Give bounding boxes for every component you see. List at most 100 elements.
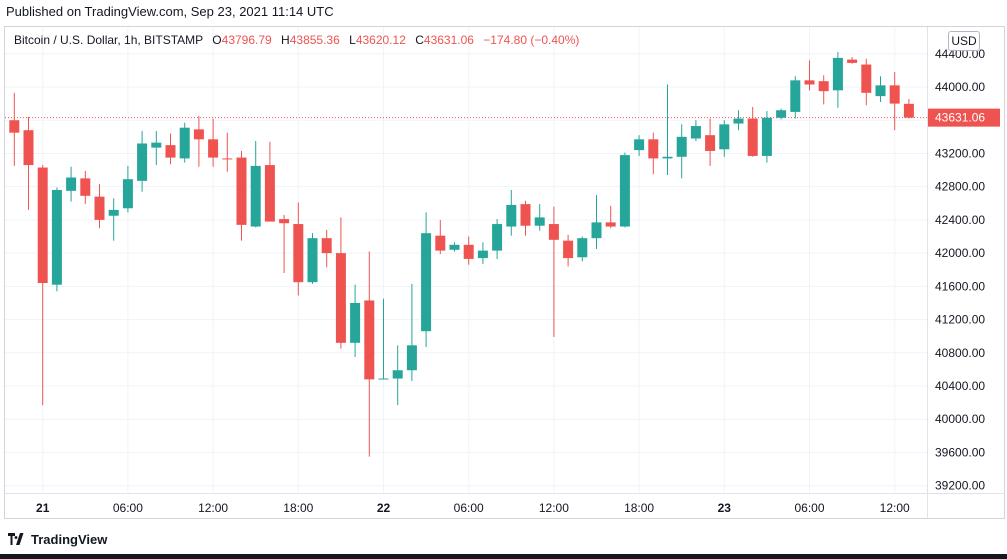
symbol-legend: Bitcoin / U.S. Dollar, 1h, BITSTAMP O437… <box>14 33 579 47</box>
candle-body[interactable] <box>392 370 403 379</box>
brand-name[interactable]: TradingView <box>31 531 108 547</box>
candle-body[interactable] <box>122 179 133 209</box>
candlestick-chart[interactable]: 39200.00 39600.00 40000.00 40400.00 40800.00… <box>0 0 1007 524</box>
candle-body[interactable] <box>193 129 204 140</box>
candle-body[interactable] <box>449 244 460 250</box>
y-tick-label: 42400.00 <box>935 213 985 227</box>
low-value: 43620.12 <box>355 33 406 47</box>
x-tick-label: 12:00 <box>198 501 228 515</box>
currency-button[interactable]: USD <box>948 31 980 51</box>
y-tick-label: 40400.00 <box>935 379 985 393</box>
open-value: 43796.79 <box>221 33 272 47</box>
y-tick-label: 40800.00 <box>935 346 985 360</box>
candle-body[interactable] <box>406 345 417 371</box>
candle-body[interactable] <box>889 85 900 104</box>
symbol-name: Bitcoin / U.S. Dollar, 1h, BITSTAMP <box>14 33 203 47</box>
candle-body[interactable] <box>832 57 843 91</box>
candle-body[interactable] <box>847 59 858 63</box>
candle-body[interactable] <box>208 139 219 158</box>
candle-body[interactable] <box>435 235 446 251</box>
candle-body[interactable] <box>279 219 290 224</box>
close-key: C <box>415 33 424 47</box>
last-price-badge <box>928 108 1000 127</box>
candle-body[interactable] <box>506 204 517 227</box>
candle-body[interactable] <box>875 85 886 97</box>
y-tick-label: 39600.00 <box>935 445 985 459</box>
candle-body[interactable] <box>563 240 574 259</box>
candle-body[interactable] <box>307 238 318 283</box>
candle-body[interactable] <box>151 142 162 148</box>
y-tick-label: 41200.00 <box>935 313 985 327</box>
candle-body[interactable] <box>577 238 588 258</box>
x-tick-label: 18:00 <box>283 501 313 515</box>
y-tick-label: 42800.00 <box>935 180 985 194</box>
candle-body[interactable] <box>619 155 630 227</box>
last-price-label: 43631.06 <box>935 111 985 125</box>
candle-body[interactable] <box>761 117 772 156</box>
candle-body[interactable] <box>37 167 48 284</box>
candle-body[interactable] <box>350 302 361 343</box>
candle-body[interactable] <box>534 217 545 226</box>
candle-body[interactable] <box>747 118 758 156</box>
open-key: O <box>212 33 222 47</box>
candle-body[interactable] <box>804 80 815 85</box>
candle-body[interactable] <box>137 143 148 181</box>
candle-body[interactable] <box>364 300 375 380</box>
candle-body[interactable] <box>23 130 34 166</box>
x-tick-label: 06:00 <box>454 501 484 515</box>
x-tick-label: 06:00 <box>113 501 143 515</box>
candle-body[interactable] <box>634 139 645 151</box>
candle-body[interactable] <box>463 244 474 259</box>
x-tick-label: 22 <box>377 501 391 515</box>
candle-body[interactable] <box>733 118 744 124</box>
candle-body[interactable] <box>264 165 275 222</box>
candle-body[interactable] <box>9 120 20 133</box>
candle-body[interactable] <box>591 222 602 239</box>
candle-body[interactable] <box>648 139 659 159</box>
candle-body[interactable] <box>108 209 119 216</box>
high-key: H <box>281 33 290 47</box>
x-tick-label: 06:00 <box>794 501 824 515</box>
candle-body[interactable] <box>861 64 872 93</box>
candle-body[interactable] <box>250 165 261 227</box>
y-tick-label: 44000.00 <box>935 80 985 94</box>
candle-body[interactable] <box>676 136 687 157</box>
candle-body[interactable] <box>605 222 616 227</box>
bottom-strip <box>0 554 1007 559</box>
x-tick-label: 18:00 <box>624 501 654 515</box>
candle-body[interactable] <box>51 189 62 285</box>
change-value: −174.80 (−0.40%) <box>483 33 580 47</box>
candle-body[interactable] <box>335 253 346 343</box>
high-value: 43855.36 <box>289 33 340 47</box>
close-value: 43631.06 <box>423 33 474 47</box>
tradingview-logo-icon[interactable] <box>8 533 26 545</box>
candle-body[interactable] <box>818 81 829 92</box>
y-tick-label: 40000.00 <box>935 412 985 426</box>
candle-body[interactable] <box>321 238 332 254</box>
y-tick-label: 41600.00 <box>935 279 985 293</box>
candle-body[interactable] <box>790 80 801 112</box>
candle-body[interactable] <box>662 156 673 159</box>
candle-body[interactable] <box>477 250 488 259</box>
candle-body[interactable] <box>293 224 304 283</box>
candle-body[interactable] <box>236 157 247 225</box>
candle-body[interactable] <box>179 127 190 159</box>
candle-body[interactable] <box>520 204 531 226</box>
candle-body[interactable] <box>165 145 176 158</box>
candle-body[interactable] <box>548 224 559 240</box>
candle-body[interactable] <box>492 224 503 251</box>
candle-body[interactable] <box>903 103 914 118</box>
candle-body[interactable] <box>690 126 701 139</box>
chart-frame <box>4 26 1005 519</box>
candle-body[interactable] <box>222 158 233 160</box>
candle-body[interactable] <box>94 196 105 220</box>
candle-body[interactable] <box>719 124 730 150</box>
candle-body[interactable] <box>776 110 787 118</box>
x-tick-label: 21 <box>36 501 50 515</box>
low-key: L <box>349 33 356 47</box>
candle-body[interactable] <box>80 178 91 196</box>
candle-body[interactable] <box>378 378 389 380</box>
candle-body[interactable] <box>421 233 432 332</box>
candle-body[interactable] <box>66 177 77 191</box>
candle-body[interactable] <box>705 135 716 151</box>
